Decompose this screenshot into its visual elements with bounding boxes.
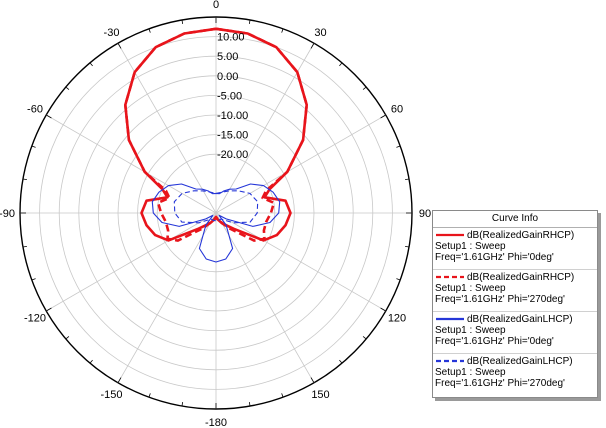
rim-tick — [362, 86, 367, 90]
rim-tick — [181, 19, 184, 24]
legend-entry: dB(RealizedGainLHCP) Setup1 : Sweep Freq… — [433, 354, 597, 396]
legend-params: Freq='1.61GHz' Phi='0deg' — [435, 336, 554, 347]
angle-tick-label: 30 — [314, 27, 326, 39]
legend-swatch — [436, 275, 464, 279]
legend-params: Freq='1.61GHz' Phi='270deg' — [435, 378, 565, 389]
tick-labels: 0 30 60 90 120 150 -180 -150 -120 -90 -60 -30 10.00 5… — [0, 0, 431, 428]
rim-tick — [396, 278, 401, 281]
rim-tick — [46, 307, 52, 312]
rim-tick — [405, 178, 410, 181]
angle-tick-label: -120 — [24, 313, 46, 325]
legend-setup: Setup1 : Sweep — [435, 325, 506, 336]
legend-params: Freq='1.61GHz' Phi='270deg' — [435, 294, 565, 305]
radial-tick-label: -15.00 — [217, 130, 248, 142]
rim-tick — [405, 245, 410, 248]
rim-tick — [31, 278, 36, 281]
legend-series-name: dB(RealizedGainRHCP) — [467, 229, 575, 241]
legend-entry: dB(RealizedGainLHCP) Setup1 : Sweep Freq… — [433, 312, 597, 354]
rim-tick — [89, 359, 93, 364]
rim-tick — [117, 43, 122, 49]
angle-tick-label: 90 — [419, 208, 431, 220]
radial-tick-label: 5.00 — [217, 51, 238, 63]
rim-tick — [22, 245, 27, 248]
rim-tick — [89, 62, 93, 67]
angle-tick-label: -90 — [0, 208, 15, 220]
rim-tick — [46, 114, 52, 119]
rim-tick — [65, 336, 70, 340]
rim-tick — [31, 145, 36, 148]
rim-tick — [148, 28, 151, 33]
rim-tick — [22, 178, 27, 181]
grid-spoke — [215, 212, 386, 312]
rim-tick — [281, 28, 284, 33]
rim-tick — [396, 145, 401, 148]
series-curve — [151, 183, 281, 263]
legend-params: Freq='1.61GHz' Phi='0deg' — [435, 252, 554, 263]
angle-tick-label: 0 — [213, 0, 219, 11]
grid-spoke — [46, 212, 217, 312]
angle-tick-label: -150 — [100, 389, 122, 401]
legend-setup: Setup1 : Sweep — [435, 241, 506, 252]
angle-tick-label: -30 — [104, 27, 120, 39]
rim-tick — [148, 393, 151, 398]
rim-tick — [339, 62, 343, 67]
legend-entry: dB(RealizedGainRHCP) Setup1 : Sweep Freq… — [433, 270, 597, 312]
legend-entry: dB(RealizedGainRHCP) Setup1 : Sweep Freq… — [433, 228, 597, 270]
legend-series-name: dB(RealizedGainLHCP) — [467, 313, 573, 325]
legend-swatch — [436, 317, 464, 321]
angle-tick-label: -60 — [27, 104, 43, 116]
rim-tick — [380, 307, 386, 312]
legend-setup: Setup1 : Sweep — [435, 283, 506, 294]
angle-tick-label: 60 — [391, 104, 403, 116]
legend: Curve Info dB(RealizedGainRHCP) Setup1 :… — [432, 210, 598, 398]
legend-setup: Setup1 : Sweep — [435, 367, 506, 378]
rim-tick — [65, 86, 70, 90]
radial-tick-label: 0.00 — [217, 71, 238, 83]
rim-tick — [248, 19, 251, 24]
rim-tick — [117, 377, 122, 383]
rim-tick — [339, 359, 343, 364]
polar-grid — [19, 16, 413, 410]
grid-spoke — [215, 43, 315, 214]
angle-tick-label: 120 — [388, 313, 406, 325]
legend-series-name: dB(RealizedGainLHCP) — [467, 355, 573, 367]
series-curve — [173, 190, 259, 224]
radial-tick-label: 10.00 — [217, 32, 245, 44]
grid-spoke — [117, 43, 217, 214]
grid-spoke — [215, 212, 315, 383]
angle-tick-label: 150 — [311, 389, 329, 401]
rim-tick — [248, 402, 251, 407]
legend-series-name: dB(RealizedGainRHCP) — [467, 271, 575, 283]
radial-tick-label: -20.00 — [217, 149, 248, 161]
legend-title: Curve Info — [433, 211, 597, 228]
grid-spoke — [117, 212, 217, 383]
grid-spoke — [215, 114, 386, 214]
series-curve — [124, 27, 308, 242]
legend-swatch — [436, 359, 464, 363]
series-layer — [124, 27, 308, 263]
grid-spoke — [46, 114, 217, 214]
angle-tick-label: -180 — [205, 417, 227, 428]
radial-tick-label: -5.00 — [217, 90, 242, 102]
rim-tick — [380, 114, 386, 119]
rim-tick — [181, 402, 184, 407]
rim-tick — [362, 336, 367, 340]
legend-swatch — [436, 233, 464, 237]
rim-tick — [310, 43, 315, 49]
rim-tick — [310, 377, 315, 383]
radial-tick-label: -10.00 — [217, 110, 248, 122]
rim-tick — [281, 393, 284, 398]
